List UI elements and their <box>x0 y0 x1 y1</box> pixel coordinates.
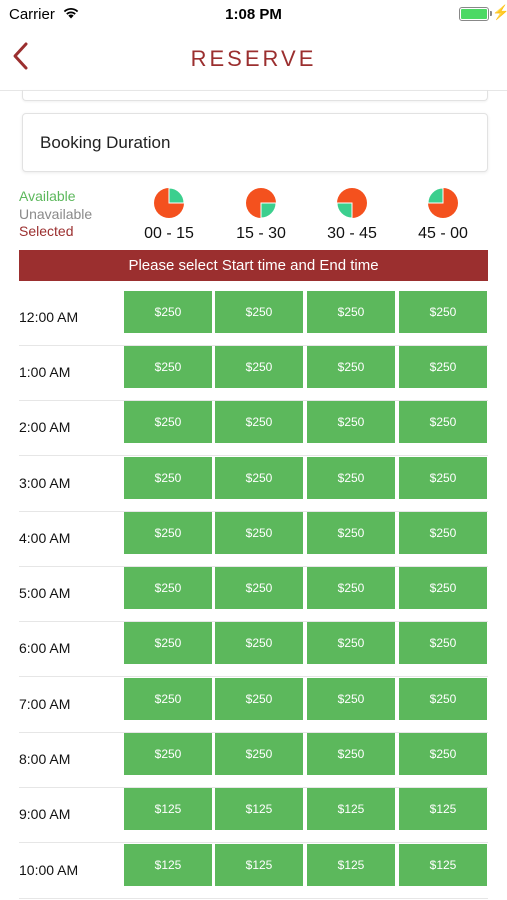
slot-button[interactable]: $250 <box>124 346 212 388</box>
slot-button[interactable]: $250 <box>307 678 395 720</box>
slot-button[interactable]: $125 <box>399 844 487 886</box>
time-row-2am: 2:00 AM $250 $250 $250 $250 <box>19 400 488 456</box>
nav-bar: RESERVE <box>0 28 507 91</box>
time-row-7am: 7:00 AM $250 $250 $250 $250 <box>19 677 488 733</box>
row-time-label: 2:00 AM <box>19 419 71 435</box>
time-row-8am: 8:00 AM $250 $250 $250 $250 <box>19 732 488 788</box>
slot-button[interactable]: $250 <box>307 401 395 443</box>
slot-button[interactable]: $250 <box>124 567 212 609</box>
booking-duration-label: Booking Duration <box>40 133 171 152</box>
quarter-30-45: 30 - 45 <box>315 186 389 243</box>
time-row-9am: 9:00 AM $125 $125 $125 $125 <box>19 787 488 843</box>
time-row-12am: 12:00 AM $250 $250 $250 $250 <box>19 290 488 346</box>
row-time-label: 10:00 AM <box>19 862 79 878</box>
slot-button[interactable]: $250 <box>124 457 212 499</box>
page-title: RESERVE <box>190 46 317 71</box>
selection-banner: Please select Start time and End time <box>19 250 488 281</box>
row-time-label: 12:00 AM <box>19 309 79 325</box>
slot-button[interactable]: $250 <box>215 291 303 333</box>
slot-button[interactable]: $250 <box>399 567 487 609</box>
row-time-label: 7:00 AM <box>19 696 71 712</box>
slot-button[interactable]: $250 <box>399 346 487 388</box>
legend-available: Available <box>19 188 76 204</box>
row-time-label: 6:00 AM <box>19 640 71 656</box>
carrier-label: Carrier <box>9 6 55 23</box>
row-time-label: 1:00 AM <box>19 364 71 380</box>
quarter-15-30: 15 - 30 <box>224 186 298 243</box>
slot-button[interactable]: $250 <box>124 512 212 554</box>
slot-button[interactable]: $250 <box>215 733 303 775</box>
slot-button[interactable]: $125 <box>215 788 303 830</box>
slot-button[interactable]: $250 <box>124 622 212 664</box>
time-row-3am: 3:00 AM $250 $250 $250 $250 <box>19 456 488 512</box>
slot-button[interactable]: $250 <box>215 512 303 554</box>
row-time-label: 9:00 AM <box>19 806 71 822</box>
row-time-label: 5:00 AM <box>19 585 71 601</box>
slot-button[interactable]: $250 <box>215 346 303 388</box>
row-time-label: 8:00 AM <box>19 751 71 767</box>
slot-button[interactable]: $250 <box>124 401 212 443</box>
row-time-label: 3:00 AM <box>19 475 71 491</box>
slot-button[interactable]: $125 <box>307 844 395 886</box>
slot-button[interactable]: $125 <box>124 788 212 830</box>
status-time: 1:08 PM <box>225 6 282 23</box>
slot-button[interactable]: $250 <box>307 733 395 775</box>
slot-button[interactable]: $250 <box>307 346 395 388</box>
legend: Available Unavailable Selected <box>19 188 92 241</box>
slot-button[interactable]: $250 <box>215 401 303 443</box>
previous-card-edge <box>22 90 488 101</box>
slot-button[interactable]: $250 <box>215 622 303 664</box>
slot-button[interactable]: $125 <box>399 788 487 830</box>
legend-unavailable: Unavailable <box>19 205 93 222</box>
slot-button[interactable]: $250 <box>124 733 212 775</box>
time-row-6am: 6:00 AM $250 $250 $250 $250 <box>19 621 488 677</box>
slot-button[interactable]: $250 <box>307 291 395 333</box>
slot-button[interactable]: $250 <box>399 622 487 664</box>
status-bar: Carrier 1:08 PM ⚡ <box>0 0 507 28</box>
slot-button[interactable]: $250 <box>215 567 303 609</box>
slot-button[interactable]: $250 <box>124 291 212 333</box>
slot-button[interactable]: $250 <box>215 457 303 499</box>
slot-button[interactable]: $250 <box>215 678 303 720</box>
slot-button[interactable]: $250 <box>399 457 487 499</box>
booking-duration-field[interactable]: Booking Duration <box>22 113 488 172</box>
time-row-1am: 1:00 AM $250 $250 $250 $250 <box>19 345 488 401</box>
slot-button[interactable]: $125 <box>124 844 212 886</box>
quarter-45-00: 45 - 00 <box>406 186 480 243</box>
quarter-label: 30 - 45 <box>327 225 377 242</box>
slot-button[interactable]: $250 <box>307 622 395 664</box>
slot-button[interactable]: $125 <box>307 788 395 830</box>
time-row-5am: 5:00 AM $250 $250 $250 $250 <box>19 566 488 622</box>
quarter-label: 00 - 15 <box>144 225 194 242</box>
battery-icon <box>459 7 492 21</box>
quarter-pie-icon <box>246 188 277 219</box>
time-row-10am: 10:00 AM $125 $125 $125 $125 <box>19 843 488 899</box>
slot-button[interactable]: $250 <box>399 291 487 333</box>
quarter-pie-icon <box>154 187 185 218</box>
slot-button[interactable]: $250 <box>399 733 487 775</box>
time-row-4am: 4:00 AM $250 $250 $250 $250 <box>19 511 488 567</box>
slot-button[interactable]: $250 <box>399 401 487 443</box>
chevron-left-icon[interactable] <box>8 38 36 74</box>
legend-selected: Selected <box>19 223 74 239</box>
slot-button[interactable]: $250 <box>399 512 487 554</box>
slot-button[interactable]: $250 <box>399 678 487 720</box>
slot-button[interactable]: $250 <box>307 567 395 609</box>
slot-button[interactable]: $125 <box>215 844 303 886</box>
wifi-icon <box>63 8 79 19</box>
quarter-pie-icon <box>427 187 458 218</box>
slot-button[interactable]: $250 <box>307 512 395 554</box>
row-time-label: 4:00 AM <box>19 530 71 546</box>
quarter-label: 45 - 00 <box>418 225 468 242</box>
quarter-label: 15 - 30 <box>236 225 286 242</box>
charging-bolt-icon: ⚡ <box>492 4 507 20</box>
slot-button[interactable]: $250 <box>124 678 212 720</box>
quarter-pie-icon <box>336 188 367 219</box>
slot-button[interactable]: $250 <box>307 457 395 499</box>
quarter-00-15: 00 - 15 <box>132 186 206 243</box>
